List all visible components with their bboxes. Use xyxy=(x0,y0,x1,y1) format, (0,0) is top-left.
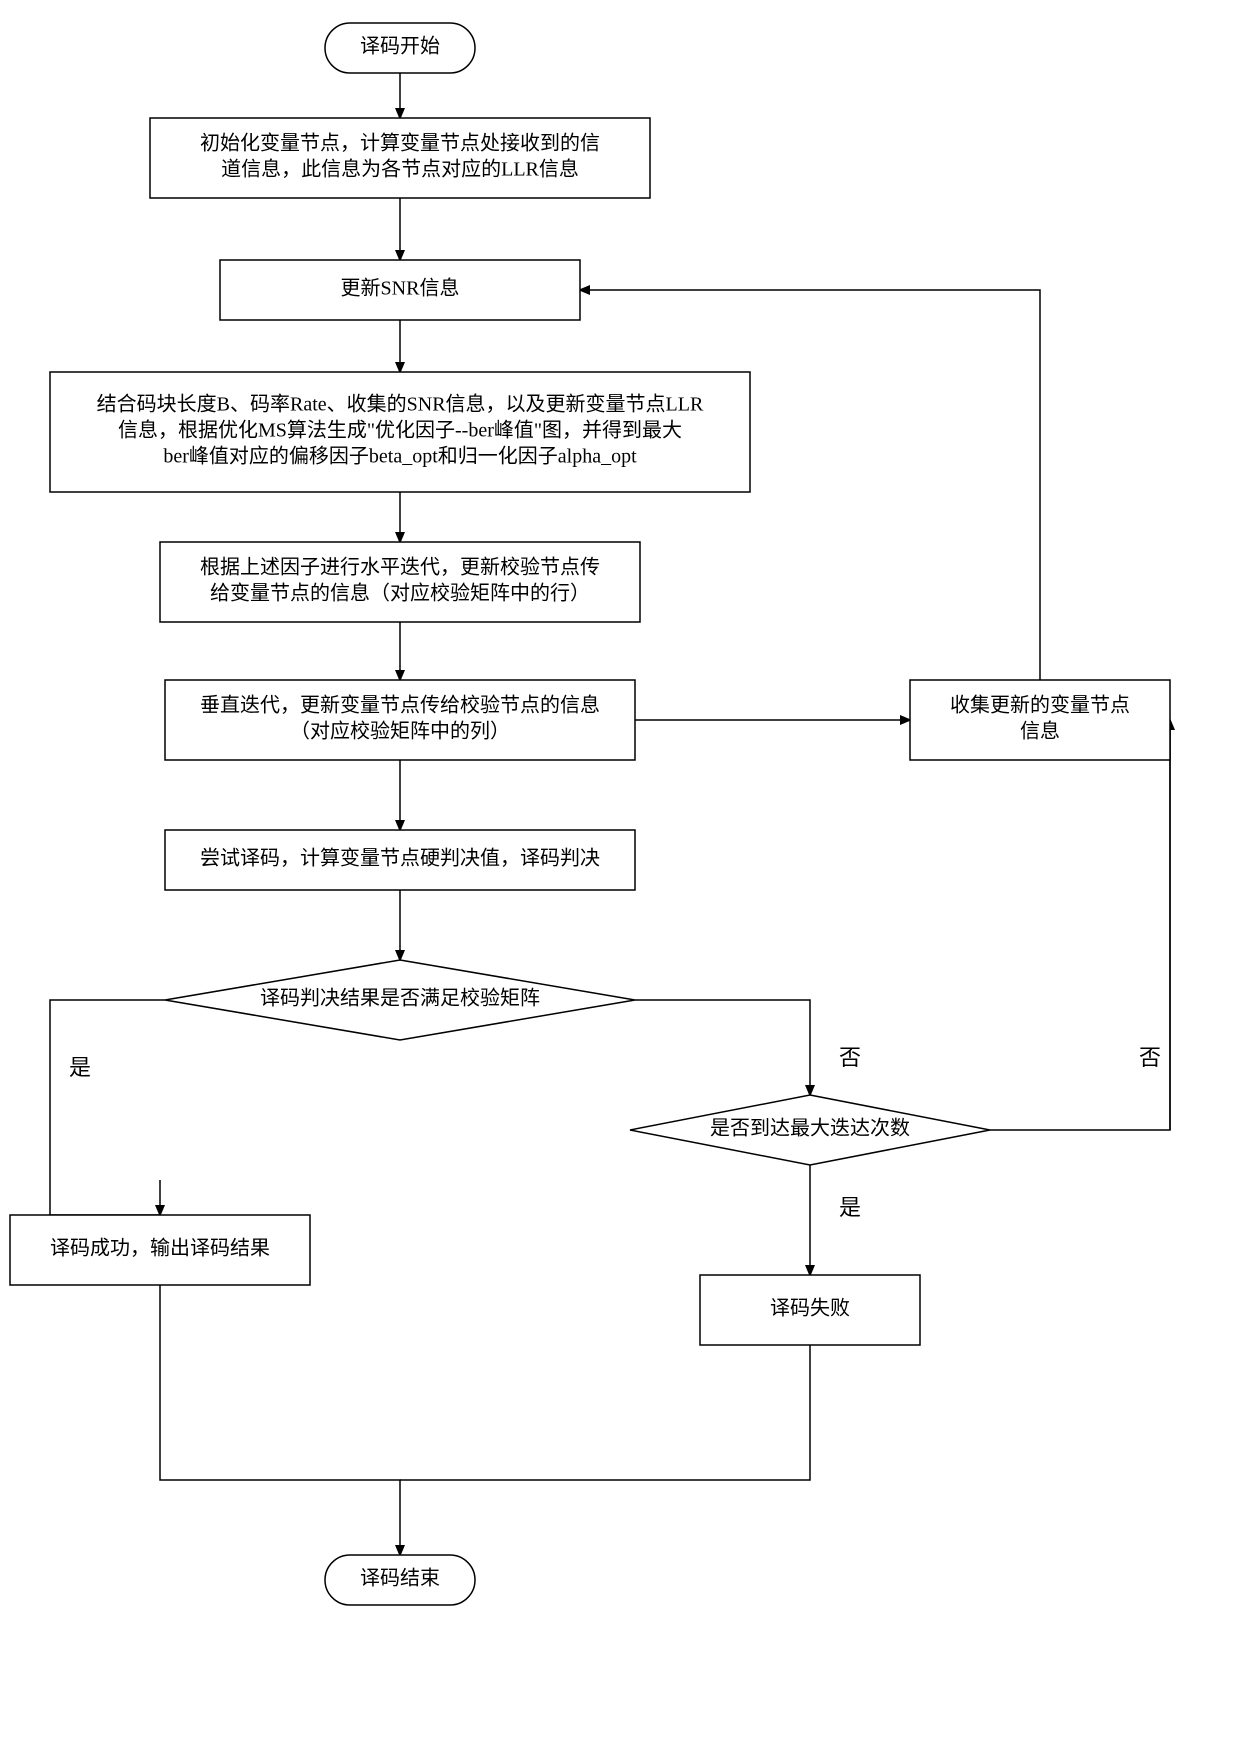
node-hiter: 根据上述因子进行水平迭代，更新校验节点传给变量节点的信息（对应校验矩阵中的行） xyxy=(160,542,640,622)
edge-label-14: 是 xyxy=(839,1195,861,1220)
node-fail-text-0: 译码失败 xyxy=(770,1297,850,1320)
node-start-text-0: 译码开始 xyxy=(360,35,440,58)
node-hiter-text-1: 给变量节点的信息（对应校验矩阵中的行） xyxy=(210,582,590,605)
node-init: 初始化变量节点，计算变量节点处接收到的信道信息，此信息为各节点对应的LLR信息 xyxy=(150,118,650,198)
edge-label-9: 是 xyxy=(69,1055,91,1080)
node-hiter-text-0: 根据上述因子进行水平迭代，更新校验节点传 xyxy=(200,556,600,579)
node-try: 尝试译码，计算变量节点硬判决值，译码判决 xyxy=(165,830,635,890)
edge-9 xyxy=(50,1000,165,1215)
node-collect-text-1: 信息 xyxy=(1020,720,1060,743)
node-success: 译码成功，输出译码结果 xyxy=(10,1215,310,1285)
node-opt-text-0: 结合码块长度B、码率Rate、收集的SNR信息，以及更新变量节点LLR xyxy=(97,393,704,416)
node-check: 译码判决结果是否满足校验矩阵 xyxy=(165,960,635,1040)
node-start: 译码开始 xyxy=(325,23,475,73)
node-maxiter: 是否到达最大迭达次数 xyxy=(630,1095,990,1165)
node-viter-text-1: （对应校验矩阵中的列） xyxy=(290,720,510,743)
node-snr: 更新SNR信息 xyxy=(220,260,580,320)
node-collect: 收集更新的变量节点信息 xyxy=(910,680,1170,760)
node-maxiter-text-0: 是否到达最大迭达次数 xyxy=(710,1117,910,1140)
edge-15 xyxy=(160,1285,400,1555)
node-try-text-0: 尝试译码，计算变量节点硬判决值，译码判决 xyxy=(200,847,600,870)
node-collect-text-0: 收集更新的变量节点 xyxy=(950,694,1130,717)
node-opt-text-1: 信息，根据优化MS算法生成"优化因子--ber峰值"图，并得到最大 xyxy=(118,419,682,442)
node-snr-text-0: 更新SNR信息 xyxy=(341,277,460,300)
edge-label-11: 否 xyxy=(839,1045,861,1070)
node-opt-text-2: ber峰值对应的偏移因子beta_opt和归一化因子alpha_opt xyxy=(163,445,637,468)
edge-16 xyxy=(400,1345,810,1480)
node-opt: 结合码块长度B、码率Rate、收集的SNR信息，以及更新变量节点LLR 信息，根据… xyxy=(50,372,750,492)
edge-11 xyxy=(635,1000,810,1095)
node-viter-text-0: 垂直迭代，更新变量节点传给校验节点的信息 xyxy=(200,694,600,717)
edge-label-12: 否 xyxy=(1139,1045,1161,1070)
node-end: 译码结束 xyxy=(325,1555,475,1605)
node-init-text-1: 道信息，此信息为各节点对应的LLR信息 xyxy=(221,158,579,181)
node-success-text-0: 译码成功，输出译码结果 xyxy=(50,1237,270,1260)
node-end-text-0: 译码结束 xyxy=(360,1567,440,1590)
node-fail: 译码失败 xyxy=(700,1275,920,1345)
node-viter: 垂直迭代，更新变量节点传给校验节点的信息 （对应校验矩阵中的列） xyxy=(165,680,635,760)
node-check-text-0: 译码判决结果是否满足校验矩阵 xyxy=(260,987,540,1010)
node-init-text-0: 初始化变量节点，计算变量节点处接收到的信 xyxy=(200,132,600,155)
